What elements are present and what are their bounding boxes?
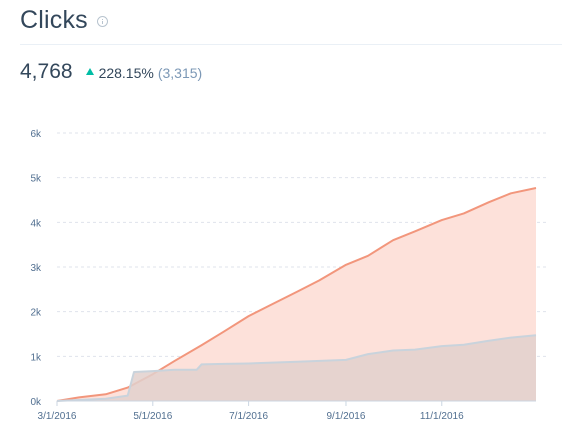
x-tick-label: 7/1/2016	[229, 411, 268, 422]
previous-value: (3,315)	[157, 65, 203, 81]
y-tick-label: 2k	[30, 308, 42, 319]
x-tick-label: 9/1/2016	[327, 411, 366, 422]
previous-series-area	[57, 335, 536, 401]
triangle-up-icon	[85, 68, 94, 75]
y-tick-label: 5k	[30, 174, 42, 185]
x-tick-label: 11/1/2016	[420, 411, 464, 422]
chart-title: Clicks	[20, 6, 88, 34]
y-tick-label: 1k	[30, 352, 42, 363]
y-tick-label: 0k	[30, 397, 42, 408]
header-divider	[20, 44, 562, 45]
x-tick-label: 5/1/2016	[133, 411, 172, 422]
y-tick-label: 4k	[30, 218, 42, 229]
info-icon[interactable]	[96, 16, 108, 27]
x-tick-label: 3/1/2016	[38, 411, 77, 422]
previous-series-line	[56, 334, 537, 402]
total-value: 4,768	[20, 60, 73, 83]
chart-header: Clicks	[20, 6, 108, 35]
change-percent: 228.15%	[98, 65, 154, 81]
current-series-area	[57, 188, 536, 401]
y-tick-label: 3k	[30, 263, 42, 274]
y-tick-label: 6k	[30, 129, 42, 140]
summary-stats: 4,768 228.15% (3,315)	[20, 60, 202, 84]
